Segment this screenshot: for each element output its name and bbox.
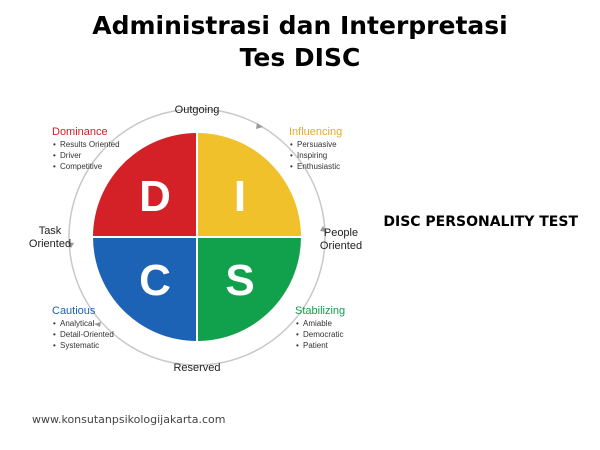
- axis-label-top: Outgoing: [175, 104, 220, 116]
- axis-label-right-1: People: [324, 227, 358, 239]
- legend-dominance-bullet-3: •: [53, 162, 56, 171]
- axis-label-left-1: Task: [39, 225, 62, 237]
- legend-cautious-trait-2: Detail-Oriented: [60, 330, 114, 339]
- letter-c: C: [139, 256, 171, 305]
- page-title: Administrasi dan Interpretasi Tes DISC: [0, 10, 600, 74]
- legend-dominance-trait-1: Results Oriented: [60, 140, 120, 149]
- ring-arrows: [67, 123, 327, 327]
- legend-stabilizing-bullet-2: •: [296, 330, 299, 339]
- legend-stabilizing-trait-1: Amiable: [303, 319, 332, 328]
- footer-website-url: www.konsutanpsikologijakarta.com: [32, 413, 226, 426]
- legend-dominance: Dominance • Results Oriented • Driver • …: [52, 126, 120, 171]
- quadrant-stabilizing: [197, 237, 301, 341]
- arrow-mark-left: [67, 242, 74, 248]
- arrow-mark-right: [320, 226, 327, 232]
- axis-label-left-2: Oriented: [29, 238, 71, 250]
- quadrant-dominance: [93, 133, 197, 237]
- legend-cautious-title: Cautious: [52, 305, 96, 317]
- legend-dominance-trait-2: Driver: [60, 151, 82, 160]
- legend-cautious-trait-3: Systematic: [60, 341, 99, 350]
- legend-dominance-trait-3: Competitive: [60, 162, 103, 171]
- legend-influencing-title: Influencing: [289, 126, 342, 138]
- legend-stabilizing-bullet-1: •: [296, 319, 299, 328]
- legend-influencing: Influencing • Persuasive • Inspiring • E…: [289, 126, 342, 171]
- quadrant-cautious: [93, 237, 197, 341]
- letter-i: I: [234, 172, 246, 221]
- title-line-2: Tes DISC: [239, 43, 361, 72]
- legend-stabilizing-bullet-3: •: [296, 341, 299, 350]
- legend-influencing-trait-2: Inspiring: [297, 151, 327, 160]
- legend-cautious-bullet-3: •: [53, 341, 56, 350]
- legend-stabilizing-trait-2: Democratic: [303, 330, 343, 339]
- legend-stabilizing-title: Stabilizing: [295, 305, 345, 317]
- legend-stabilizing: Stabilizing • Amiable • Democratic • Pat…: [295, 305, 345, 350]
- legend-influencing-bullet-1: •: [290, 140, 293, 149]
- arrow-mark-bottom-left: [94, 322, 101, 327]
- letter-s: S: [225, 256, 254, 305]
- outer-ring: [68, 108, 326, 366]
- legend-cautious: Cautious • Analytical • Detail-Oriented …: [52, 305, 114, 350]
- legend-dominance-bullet-1: •: [53, 140, 56, 149]
- title-line-1: Administrasi dan Interpretasi: [92, 11, 508, 40]
- legend-influencing-bullet-2: •: [290, 151, 293, 160]
- legend-cautious-bullet-1: •: [53, 319, 56, 328]
- legend-dominance-title: Dominance: [52, 126, 108, 138]
- legend-cautious-bullet-2: •: [53, 330, 56, 339]
- legend-influencing-trait-3: Enthusiastic: [297, 162, 340, 171]
- legend-dominance-bullet-2: •: [53, 151, 56, 160]
- quadrant-influencing: [197, 133, 301, 237]
- arrow-mark-top-right: [256, 123, 263, 129]
- legend-influencing-trait-1: Persuasive: [297, 140, 337, 149]
- axis-label-bottom: Reserved: [173, 362, 220, 374]
- legend-stabilizing-trait-3: Patient: [303, 341, 329, 350]
- disc-personality-test-label: DISC PERSONALITY TEST: [383, 214, 578, 230]
- letter-d: D: [139, 172, 171, 221]
- legend-cautious-trait-1: Analytical: [60, 319, 94, 328]
- legend-influencing-bullet-3: •: [290, 162, 293, 171]
- axis-label-right-2: Oriented: [320, 240, 362, 252]
